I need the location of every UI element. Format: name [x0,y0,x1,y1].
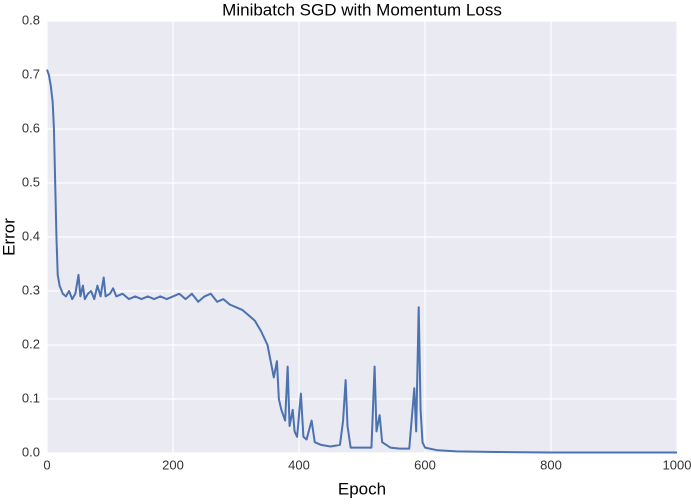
y-axis-label: Error [0,218,18,256]
y-tick-label: 0.8 [22,12,40,27]
x-tick-label: 200 [162,457,184,472]
y-tick-label: 0.7 [22,66,40,81]
y-tick-label: 0.4 [22,228,40,243]
loss-line [46,69,677,454]
chart-title: Minibatch SGD with Momentum Loss [222,0,502,19]
y-tick-label: 0.5 [22,174,40,189]
x-axis-label: Epoch [338,479,386,498]
x-tick-label: 600 [414,457,436,472]
y-tick-label: 0.0 [22,444,40,459]
x-tick-label: 400 [288,457,310,472]
x-tick-label: 0 [43,457,50,472]
x-tick-label: 1000 [663,457,691,472]
y-tick-label: 0.3 [22,282,40,297]
y-tick-label: 0.2 [22,336,40,351]
y-tick-label: 0.1 [22,390,40,405]
y-tick-label: 0.6 [22,120,40,135]
x-tick-label: 800 [540,457,562,472]
